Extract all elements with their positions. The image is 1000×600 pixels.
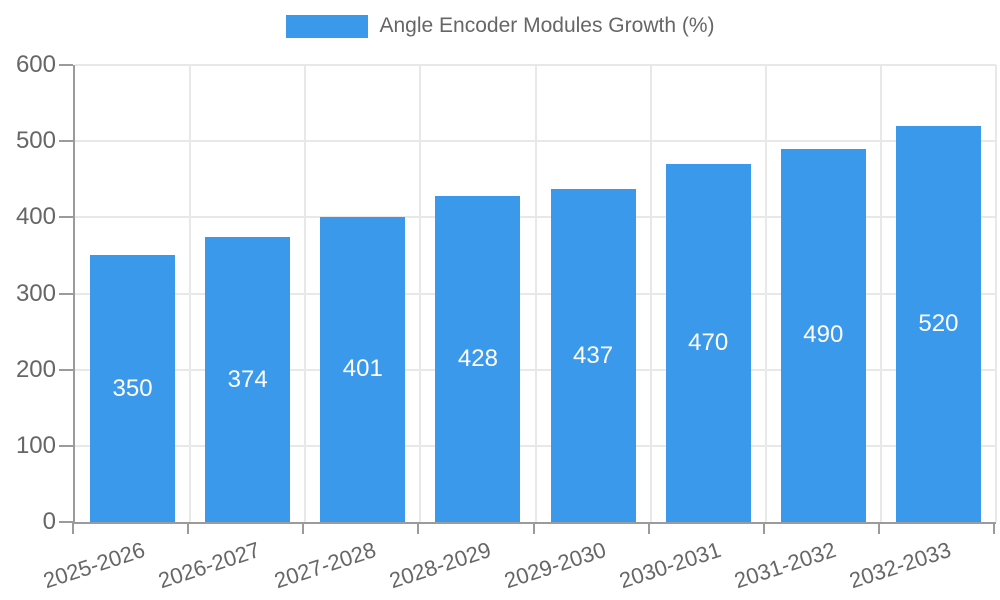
y-axis-tick xyxy=(59,216,73,219)
y-tick-label: 300 xyxy=(15,279,56,307)
x-axis-tick xyxy=(647,522,650,534)
x-axis-tick xyxy=(302,522,305,534)
y-axis-tick xyxy=(59,140,73,143)
y-tick-label: 600 xyxy=(15,51,56,78)
bar: 374 xyxy=(205,237,291,522)
bar: 520 xyxy=(895,125,981,522)
v-gridline xyxy=(995,65,997,522)
v-gridline xyxy=(879,65,882,522)
x-tick-label: 2030-2031 xyxy=(616,537,724,594)
y-axis-tick xyxy=(59,368,73,371)
bar-value-label: 428 xyxy=(457,345,498,372)
x-axis-tick xyxy=(72,522,74,534)
x-tick-label: 2029-2030 xyxy=(500,537,609,594)
x-tick-label: 2027-2028 xyxy=(270,537,379,594)
v-gridline xyxy=(304,65,307,522)
x-axis-tick xyxy=(532,522,535,534)
y-axis-tick xyxy=(59,521,73,523)
y-tick-label: 500 xyxy=(15,127,56,155)
x-tick-label: 2032-2033 xyxy=(846,537,955,594)
x-axis-tick xyxy=(187,522,190,534)
v-gridline xyxy=(534,65,537,522)
bar: 428 xyxy=(435,196,521,522)
y-tick-label: 400 xyxy=(15,203,56,231)
bar: 470 xyxy=(665,164,751,522)
x-axis-tick xyxy=(993,522,995,534)
bar-value-label: 520 xyxy=(918,309,959,337)
legend-swatch[interactable] xyxy=(285,14,368,38)
bar-value-label: 490 xyxy=(803,321,844,349)
bar: 401 xyxy=(320,216,406,522)
bar: 350 xyxy=(90,255,176,522)
y-tick-label: 100 xyxy=(15,431,56,459)
v-gridline xyxy=(189,65,192,522)
x-tick-label: 2026-2027 xyxy=(155,537,264,594)
bar-value-label: 374 xyxy=(227,365,268,393)
bar-value-label: 470 xyxy=(688,329,729,357)
legend-label[interactable]: Angle Encoder Modules Growth (%) xyxy=(379,14,715,37)
x-tick-label: 2031-2032 xyxy=(731,537,840,594)
bar-value-label: 401 xyxy=(342,355,383,383)
bar-value-label: 350 xyxy=(112,374,153,402)
x-tick-label: 2028-2029 xyxy=(385,537,494,594)
y-axis-tick xyxy=(59,292,73,295)
v-gridline xyxy=(764,65,767,522)
x-axis-tick xyxy=(762,522,765,534)
plot-area: 350 374 401 428 437 470 490 520 xyxy=(73,64,997,524)
x-tick-label: 2025-2026 xyxy=(40,537,149,594)
y-tick-label: 0 xyxy=(42,508,56,535)
y-tick-label: 200 xyxy=(15,355,56,383)
bar: 490 xyxy=(780,148,866,522)
y-axis-tick xyxy=(59,444,73,447)
y-axis-tick xyxy=(59,64,73,66)
v-gridline xyxy=(419,65,422,522)
legend[interactable]: Angle Encoder Modules Growth (%) xyxy=(0,14,1000,38)
x-axis-tick xyxy=(417,522,420,534)
x-axis-tick xyxy=(877,522,880,534)
bar: 437 xyxy=(550,189,636,522)
bar-value-label: 437 xyxy=(573,341,614,369)
v-gridline xyxy=(649,65,652,522)
